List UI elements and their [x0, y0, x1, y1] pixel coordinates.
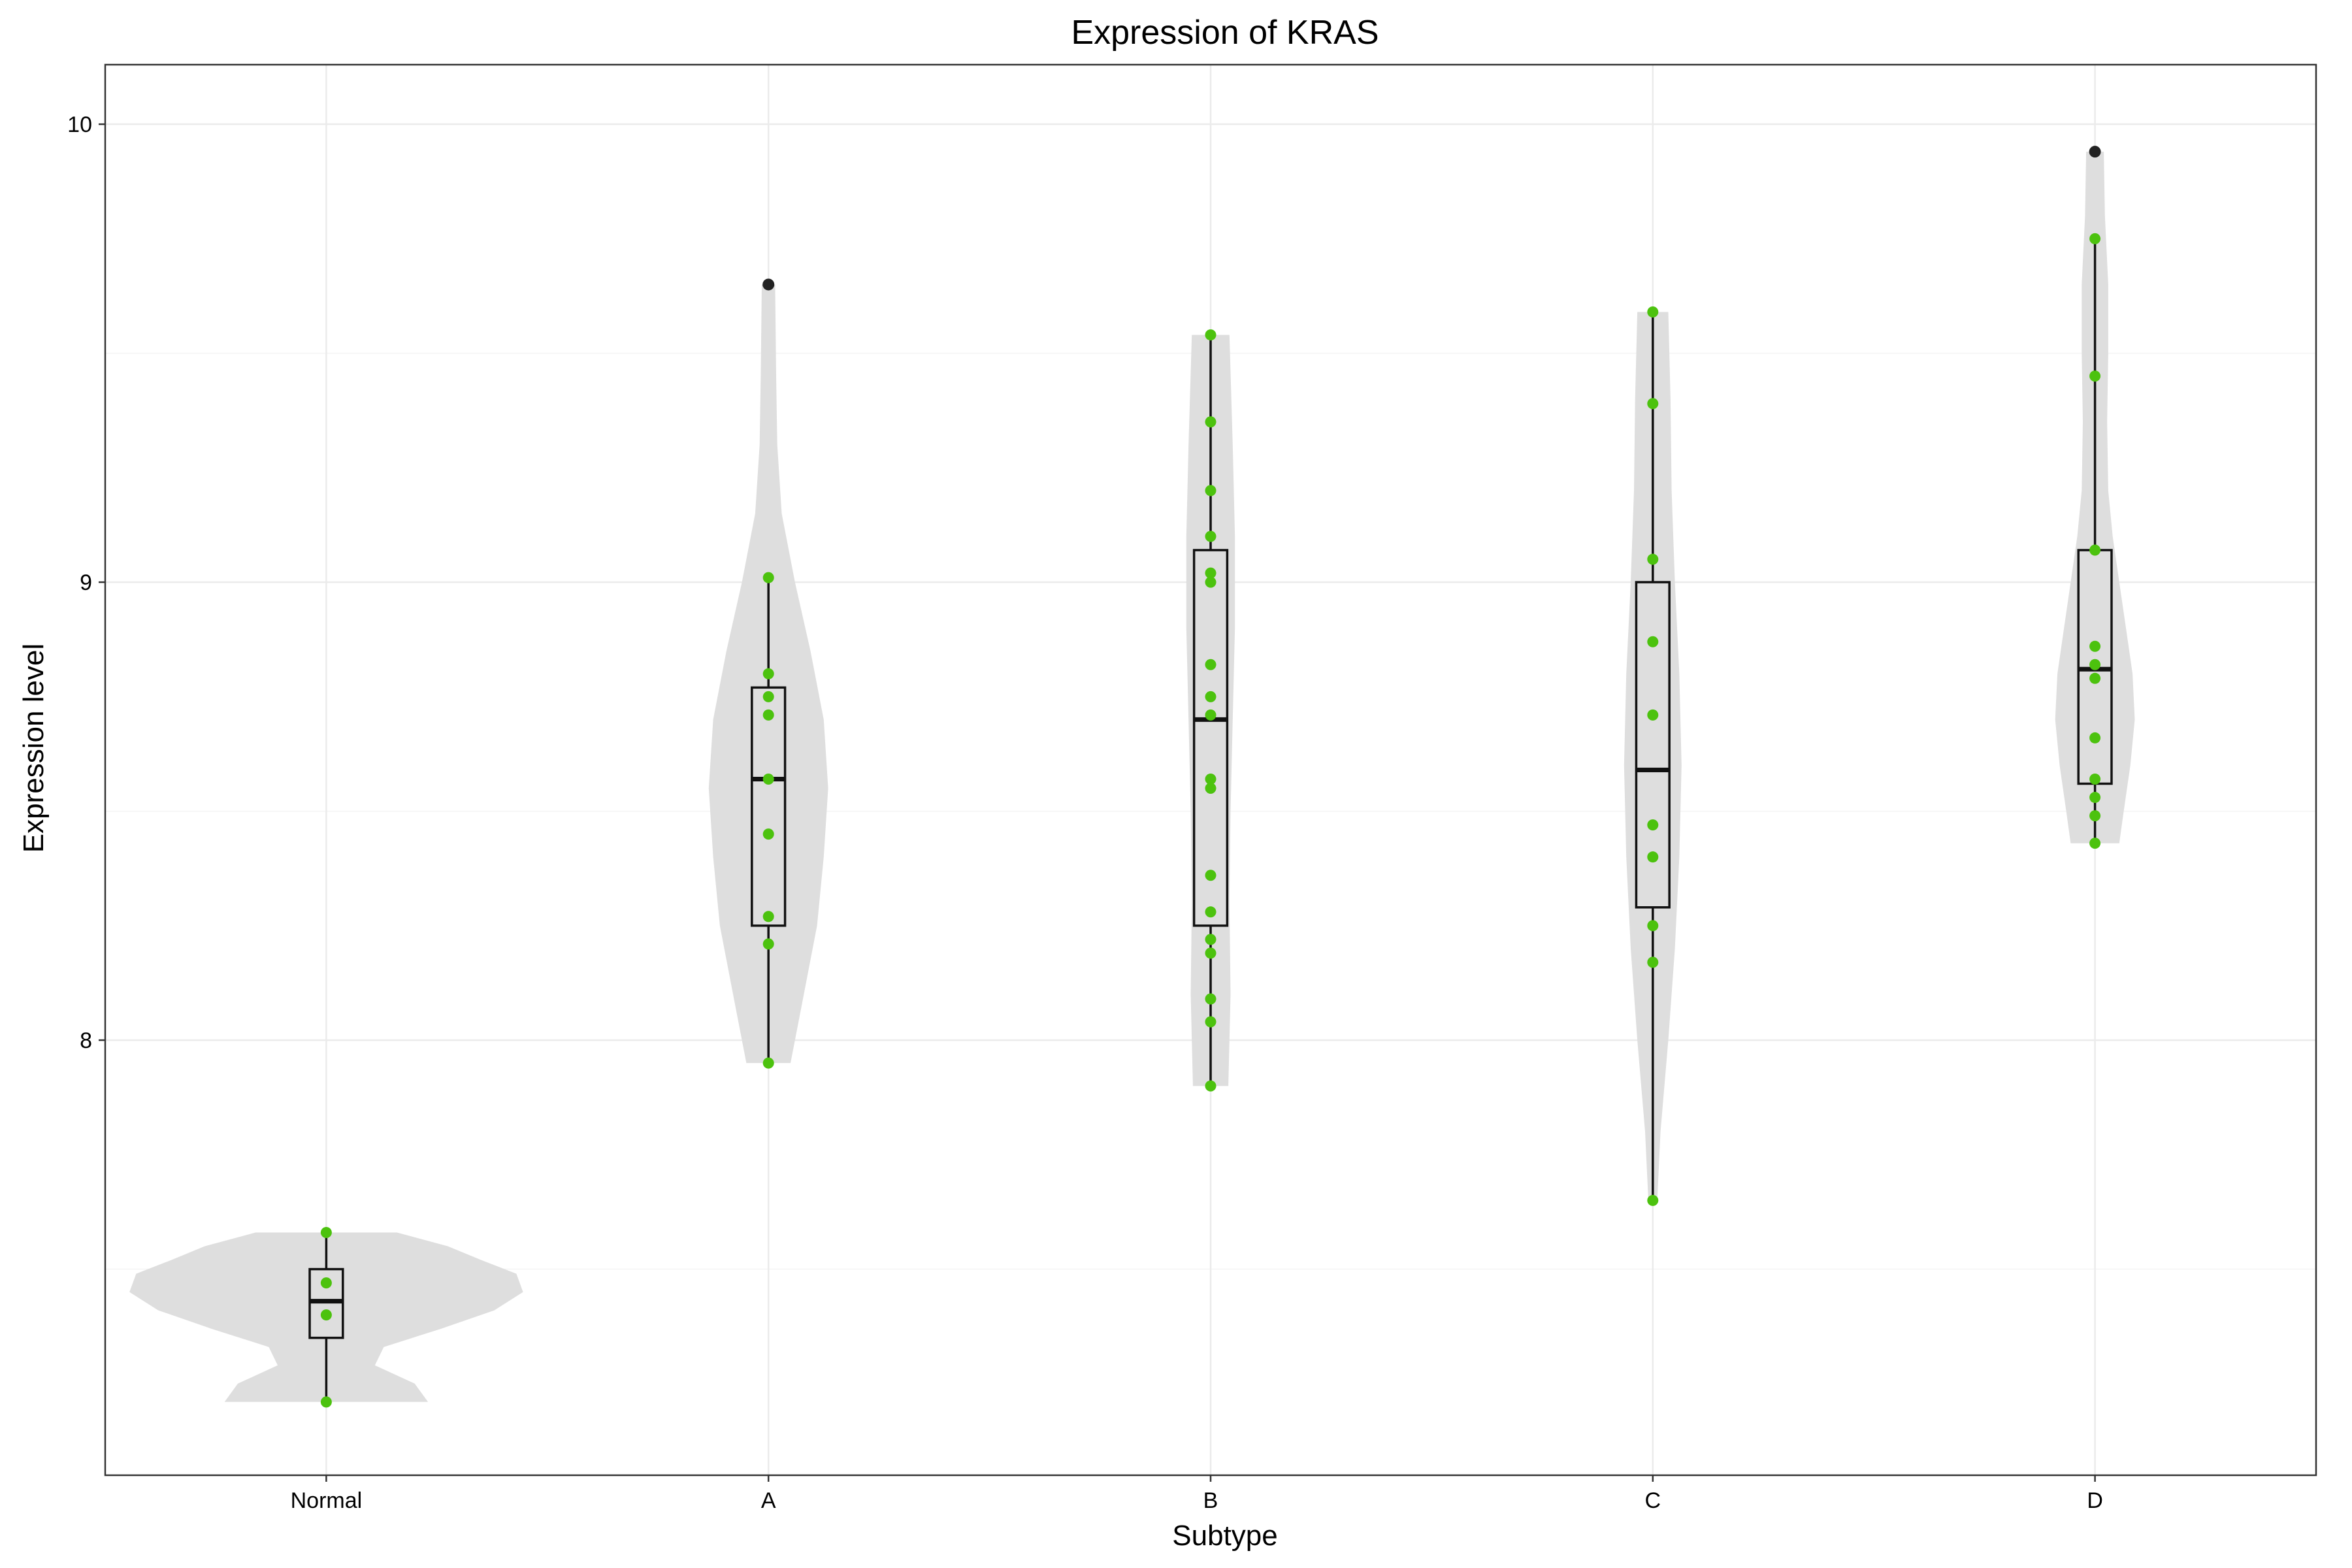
data-point: [762, 1057, 774, 1069]
data-point: [320, 1396, 332, 1408]
box-c: [1635, 581, 1671, 909]
data-point: [1205, 329, 1217, 341]
x-tick-label: C: [1645, 1488, 1661, 1513]
data-point: [2089, 370, 2101, 382]
data-point: [1205, 774, 1217, 785]
data-point: [2089, 838, 2101, 849]
violin-c: [1624, 312, 1682, 1201]
data-point: [1647, 709, 1659, 721]
data-point: [1205, 531, 1217, 542]
data-point: [762, 572, 774, 583]
box-b: [1192, 549, 1229, 927]
data-point: [1647, 920, 1659, 932]
data-point: [2089, 544, 2101, 556]
data-point: [2089, 732, 2101, 743]
x-tick-label: D: [2087, 1488, 2103, 1513]
data-point: [1647, 636, 1659, 647]
data-point: [1205, 783, 1217, 794]
outlier-point: [2089, 146, 2101, 158]
data-point: [1205, 993, 1217, 1005]
y-tick-label: 8: [80, 1028, 92, 1053]
x-tick-label: Normal: [291, 1488, 363, 1513]
data-point: [2089, 640, 2101, 652]
data-point: [1205, 576, 1217, 588]
data-point: [1205, 485, 1217, 497]
box-normal: [308, 1267, 344, 1339]
y-axis-label: Expression level: [18, 644, 50, 853]
data-point: [1647, 398, 1659, 410]
data-point: [1205, 870, 1217, 881]
data-point: [762, 938, 774, 950]
data-point: [1205, 567, 1217, 579]
y-tick-label: 10: [67, 112, 92, 137]
data-point: [1205, 416, 1217, 428]
data-point: [320, 1309, 332, 1321]
data-point: [762, 709, 774, 721]
data-point: [320, 1226, 332, 1238]
data-point: [320, 1277, 332, 1289]
data-point: [1205, 709, 1217, 721]
data-point: [1647, 1194, 1659, 1206]
data-point: [2089, 233, 2101, 244]
data-point: [2089, 810, 2101, 822]
x-axis-label: Subtype: [1172, 1520, 1277, 1552]
y-tick-label: 9: [80, 570, 92, 595]
data-point: [1647, 306, 1659, 318]
x-tick-label: A: [761, 1488, 776, 1513]
data-point: [1205, 1016, 1217, 1028]
data-point: [2089, 659, 2101, 670]
data-point: [1205, 906, 1217, 918]
chart-title: Expression of KRAS: [1071, 14, 1379, 52]
data-point: [762, 774, 774, 785]
data-point: [1647, 553, 1659, 565]
data-point: [1205, 934, 1217, 945]
data-point: [762, 911, 774, 923]
data-point: [762, 828, 774, 840]
x-tick-label: B: [1203, 1488, 1218, 1513]
data-point: [1647, 819, 1659, 831]
data-point: [2089, 672, 2101, 684]
data-point: [1205, 691, 1217, 702]
data-point: [2089, 792, 2101, 804]
data-point: [1205, 947, 1217, 959]
data-point: [762, 668, 774, 679]
data-point: [1205, 1080, 1217, 1092]
axes: 8 9 10 Normal A B C D: [67, 112, 2103, 1513]
data-point: [1205, 659, 1217, 670]
data-point: [762, 691, 774, 702]
data-point: [1647, 851, 1659, 863]
box-a: [751, 686, 787, 927]
data-points: [320, 146, 2101, 1408]
data-point: [2089, 774, 2101, 785]
data-point: [1647, 956, 1659, 968]
outlier-point: [762, 278, 775, 291]
